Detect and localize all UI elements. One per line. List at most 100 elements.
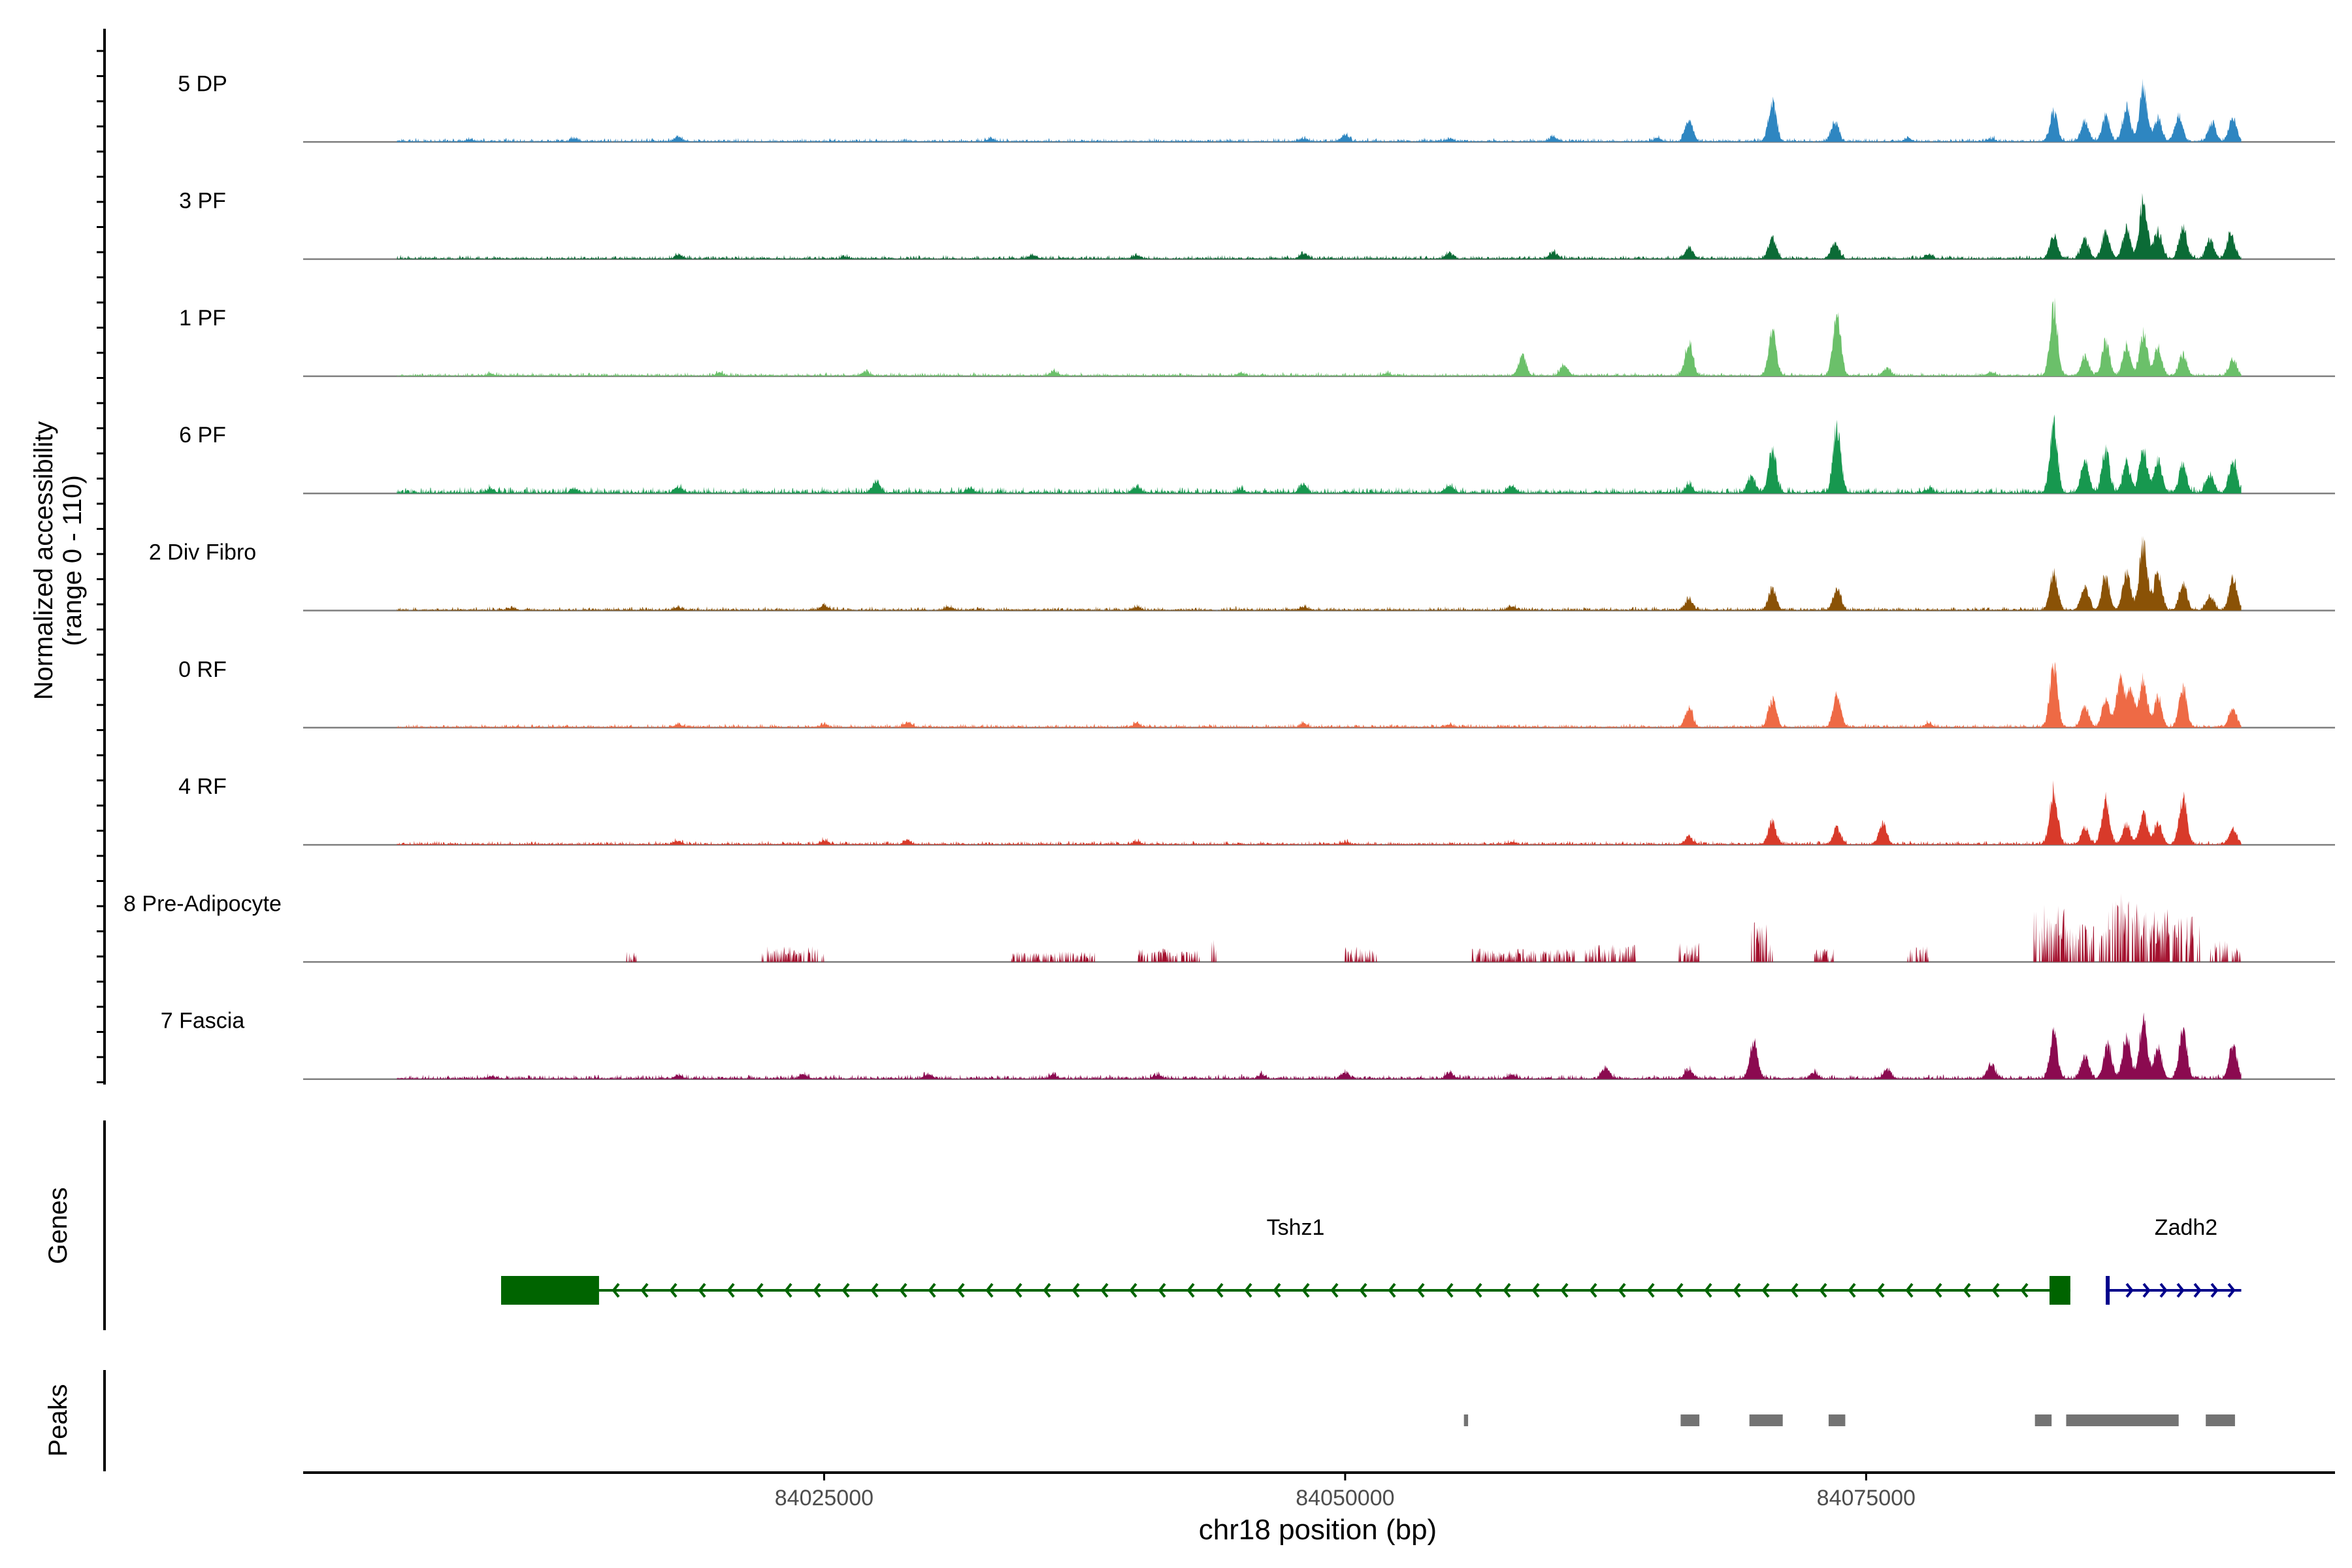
track-0-rf: 0 RF — [178, 657, 2335, 729]
strand-arrow — [669, 1282, 678, 1298]
genes-label: Genes — [44, 1187, 73, 1264]
track-1-pf: 1 PF — [179, 297, 2335, 378]
strand-arrow — [1733, 1282, 1741, 1298]
strand-arrow — [1445, 1282, 1454, 1298]
strand-arrow — [1359, 1282, 1367, 1298]
peak-region — [1463, 1414, 1469, 1426]
strand-arrow — [985, 1282, 994, 1298]
strand-arrow — [813, 1282, 821, 1298]
track-5-dp: 5 DP — [178, 71, 2335, 143]
track-2-div-fibro: 2 Div Fibro — [149, 536, 2335, 612]
track-3-pf: 3 PF — [179, 189, 2335, 260]
exon — [501, 1276, 599, 1305]
strand-arrow — [1991, 1282, 2000, 1298]
track-label: 7 Fascia — [161, 1009, 245, 1034]
peak-region — [1749, 1414, 1783, 1426]
strand-arrow — [1618, 1282, 1626, 1298]
track-8-pre-adipocyte: 8 Pre-Adipocyte — [123, 891, 2335, 963]
strand-arrow — [1531, 1282, 1540, 1298]
track-label: 5 DP — [178, 71, 227, 96]
track-label: 2 Div Fibro — [149, 540, 256, 565]
strand-arrow — [1301, 1282, 1310, 1298]
coverage-area — [397, 893, 2242, 962]
strand-arrow — [1014, 1282, 1022, 1298]
strand-arrow — [956, 1282, 965, 1298]
strand-arrow — [1158, 1282, 1166, 1298]
strand-arrow — [870, 1282, 879, 1298]
gene-annotations: Tshz1 Zadh2 — [501, 1215, 2242, 1305]
strand-arrow — [841, 1282, 850, 1298]
strand-arrow — [1273, 1282, 1281, 1298]
strand-arrow — [928, 1282, 936, 1298]
x-tick-label: 84025000 — [775, 1486, 874, 1511]
strand-arrow — [727, 1282, 735, 1298]
track-label: 6 PF — [179, 423, 226, 448]
strand-arrow — [1416, 1282, 1425, 1298]
coverage-area — [397, 661, 2242, 728]
strand-arrow — [1934, 1282, 1942, 1298]
exon — [2106, 1276, 2110, 1305]
coverage-area — [397, 1012, 2242, 1079]
track-label: 0 RF — [178, 657, 227, 682]
coverage-area — [397, 297, 2242, 376]
strand-arrow — [2159, 1282, 2168, 1298]
strand-arrow — [1043, 1282, 1051, 1298]
strand-arrow — [1675, 1282, 1684, 1298]
track-label: 8 Pre-Adipocyte — [123, 891, 282, 916]
x-axis-title: chr18 position (bp) — [1199, 1514, 1437, 1546]
strand-arrow — [2193, 1282, 2202, 1298]
x-tick-label: 84050000 — [1296, 1486, 1394, 1511]
x-axis-ticks: 84025000 84050000 84075000 — [775, 1473, 1916, 1511]
accessibility-axis-ticks — [97, 50, 105, 1083]
strand-arrow — [755, 1282, 764, 1298]
strand-arrow — [2020, 1282, 2029, 1298]
strand-arrow — [1963, 1282, 1971, 1298]
y-axis-title-line2: (range 0 - 110) — [58, 475, 87, 646]
coverage-area — [397, 414, 2242, 494]
peak-region — [1828, 1414, 1846, 1426]
y-axis-title-line1: Normalized accessibility — [29, 421, 58, 700]
track-6-pf: 6 PF — [179, 414, 2335, 495]
coverage-area — [397, 193, 2242, 259]
peak-region — [2034, 1414, 2052, 1426]
strand-arrow — [1100, 1282, 1109, 1298]
strand-arrow — [1876, 1282, 1885, 1298]
strand-arrow — [2210, 1282, 2219, 1298]
strand-arrow — [1129, 1282, 1137, 1298]
strand-arrow — [640, 1282, 649, 1298]
gene-name: Tshz1 — [1267, 1215, 1325, 1240]
strand-arrow — [899, 1282, 907, 1298]
strand-arrow — [2227, 1282, 2236, 1298]
gene-zadh2: Zadh2 — [2106, 1215, 2242, 1305]
strand-arrow — [1186, 1282, 1195, 1298]
exon — [2050, 1276, 2070, 1305]
strand-arrow — [698, 1282, 706, 1298]
peak-region — [2206, 1414, 2235, 1426]
strand-arrow — [1905, 1282, 1914, 1298]
strand-arrow — [1819, 1282, 1827, 1298]
gene-name: Zadh2 — [2155, 1215, 2217, 1240]
strand-arrow — [2142, 1282, 2151, 1298]
peak-regions — [1463, 1414, 2235, 1426]
strand-arrow — [1215, 1282, 1224, 1298]
strand-arrow — [2176, 1282, 2185, 1298]
strand-arrow — [1388, 1282, 1396, 1298]
strand-arrow — [2125, 1282, 2134, 1298]
peak-region — [1680, 1414, 1700, 1426]
track-label: 3 PF — [179, 189, 226, 214]
coverage-area — [397, 780, 2242, 845]
strand-arrow — [1761, 1282, 1770, 1298]
coverage-tracks: 5 DP 3 PF 1 PF 6 PF 2 Div Fibro 0 RF 4 RF 8 Pre… — [123, 71, 2335, 1080]
peaks-label: Peaks — [44, 1384, 73, 1456]
strand-arrow — [1071, 1282, 1080, 1298]
strand-arrow — [1790, 1282, 1799, 1298]
strand-arrow — [1474, 1282, 1482, 1298]
strand-arrow — [1330, 1282, 1339, 1298]
strand-arrow — [1560, 1282, 1569, 1298]
gene-tshz1: Tshz1 — [501, 1215, 2070, 1305]
track-label: 4 RF — [178, 774, 227, 799]
track-4-rf: 4 RF — [178, 774, 2335, 846]
strand-arrow — [1503, 1282, 1511, 1298]
coverage-area — [397, 78, 2242, 142]
